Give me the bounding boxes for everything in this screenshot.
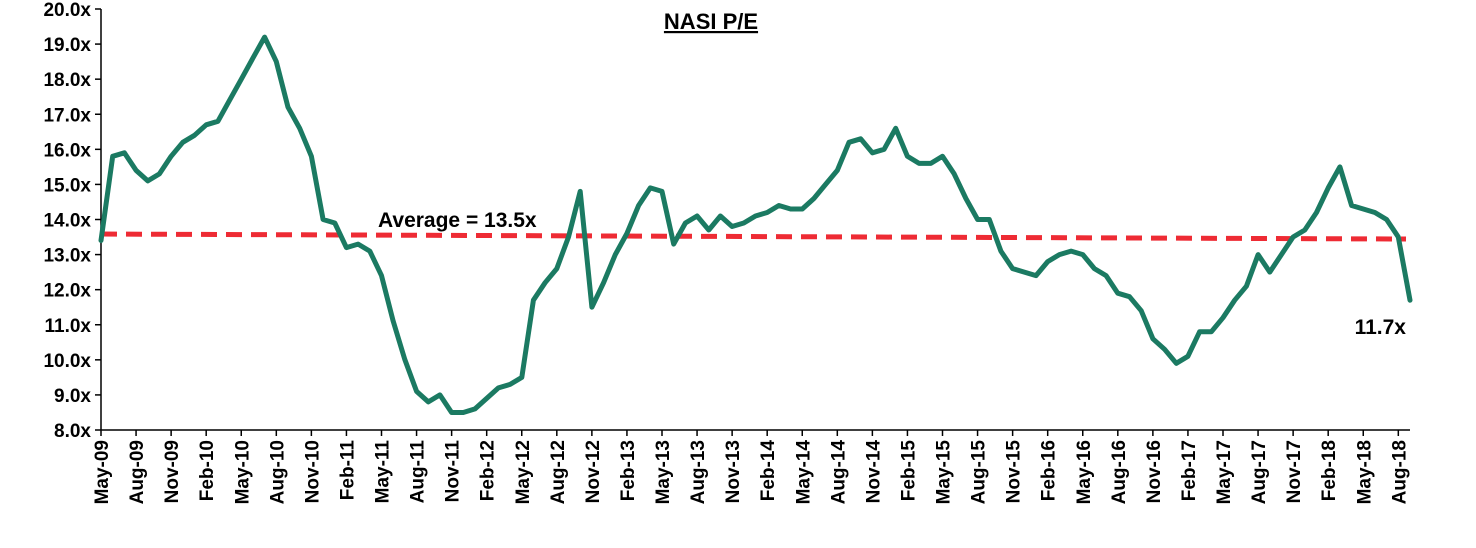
series-line: [98, 34, 1413, 415]
y-tick-label: 15.0x: [43, 175, 91, 196]
x-tick-label: Nov-09: [162, 440, 183, 503]
x-tick-label: Aug-18: [1389, 440, 1410, 504]
x-tick-label: Nov-17: [1284, 440, 1305, 503]
y-axis: 8.0x 9.0x 10.0x 11.0x 12.0x 13.0x 14.0x 15.0x 16…: [43, 0, 102, 442]
x-tick-label: Nov-10: [302, 440, 323, 503]
y-tick-label: 20.0x: [43, 0, 91, 21]
y-tick-label: 13.0x: [43, 246, 91, 267]
x-tick-label: May-18: [1354, 440, 1375, 504]
x-tick-label: May-09: [92, 440, 113, 504]
x-tick-label: May-16: [1074, 440, 1095, 504]
x-tick-label: Feb-18: [1319, 440, 1340, 501]
end-value-label: 11.7x: [1355, 316, 1407, 339]
y-tick-label: 14.0x: [43, 211, 91, 232]
x-tick-label: Nov-15: [1004, 440, 1025, 504]
y-tick-label: 17.0x: [43, 105, 91, 126]
x-tick-label: Feb-15: [898, 440, 919, 502]
y-tick-label: 10.0x: [43, 351, 91, 372]
x-tick-label: Feb-13: [618, 440, 639, 501]
y-tick-label: 9.0x: [54, 386, 91, 407]
x-tick-label: Aug-11: [408, 440, 429, 504]
x-tick-label: Feb-11: [337, 440, 358, 501]
x-tick-label: Aug-16: [1109, 440, 1130, 504]
x-tick-label: Feb-14: [758, 440, 779, 502]
x-tick-label: Nov-16: [1144, 440, 1165, 503]
x-tick-label: May-17: [1214, 440, 1235, 504]
y-tick-label: 8.0x: [54, 421, 91, 442]
x-tick-label: May-12: [513, 440, 534, 504]
x-tick-label: Aug-14: [828, 440, 849, 505]
y-tick-label: 16.0x: [43, 140, 91, 161]
average-line: [100, 231, 1407, 242]
average-label: Average = 13.5x: [378, 209, 537, 232]
x-tick-label: Aug-13: [688, 440, 709, 504]
x-tick-label: Nov-11: [443, 440, 464, 503]
x-tick-label: Aug-12: [548, 440, 569, 504]
x-tick-label: Nov-13: [723, 440, 744, 503]
x-tick-label: May-13: [653, 440, 674, 504]
x-tick-label: Feb-17: [1179, 440, 1200, 501]
x-tick-label: Aug-17: [1249, 440, 1270, 504]
x-tick-label: May-11: [373, 440, 394, 504]
x-tick-label: Feb-16: [1039, 440, 1060, 501]
x-tick-label: May-15: [934, 440, 955, 505]
x-tick-label: Aug-09: [127, 440, 148, 504]
y-tick-label: 11.0x: [45, 316, 92, 337]
annotations: 11.7x: [1355, 316, 1407, 339]
x-tick-label: May-14: [793, 440, 814, 505]
y-tick-label: 18.0x: [43, 70, 91, 91]
x-tick-label: Feb-10: [197, 440, 218, 501]
chart-title: NASI P/E: [664, 9, 758, 34]
x-axis: May-09 Aug-09 Nov-09 Feb-10 May-10 Aug-10 Nov-…: [92, 429, 1410, 505]
x-tick-label: Nov-14: [863, 440, 884, 504]
x-tick-label: Feb-12: [478, 440, 499, 501]
x-tick-label: May-10: [232, 440, 253, 504]
y-tick-label: 12.0x: [43, 281, 91, 302]
x-tick-label: Aug-15: [969, 440, 990, 505]
x-tick-label: Aug-10: [267, 440, 288, 504]
x-tick-label: Nov-12: [583, 440, 604, 503]
y-tick-label: 19.0x: [43, 35, 91, 56]
